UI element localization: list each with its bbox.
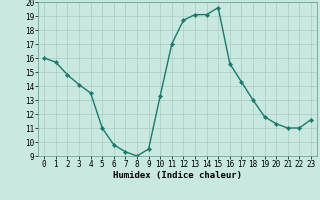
X-axis label: Humidex (Indice chaleur): Humidex (Indice chaleur) (113, 171, 242, 180)
